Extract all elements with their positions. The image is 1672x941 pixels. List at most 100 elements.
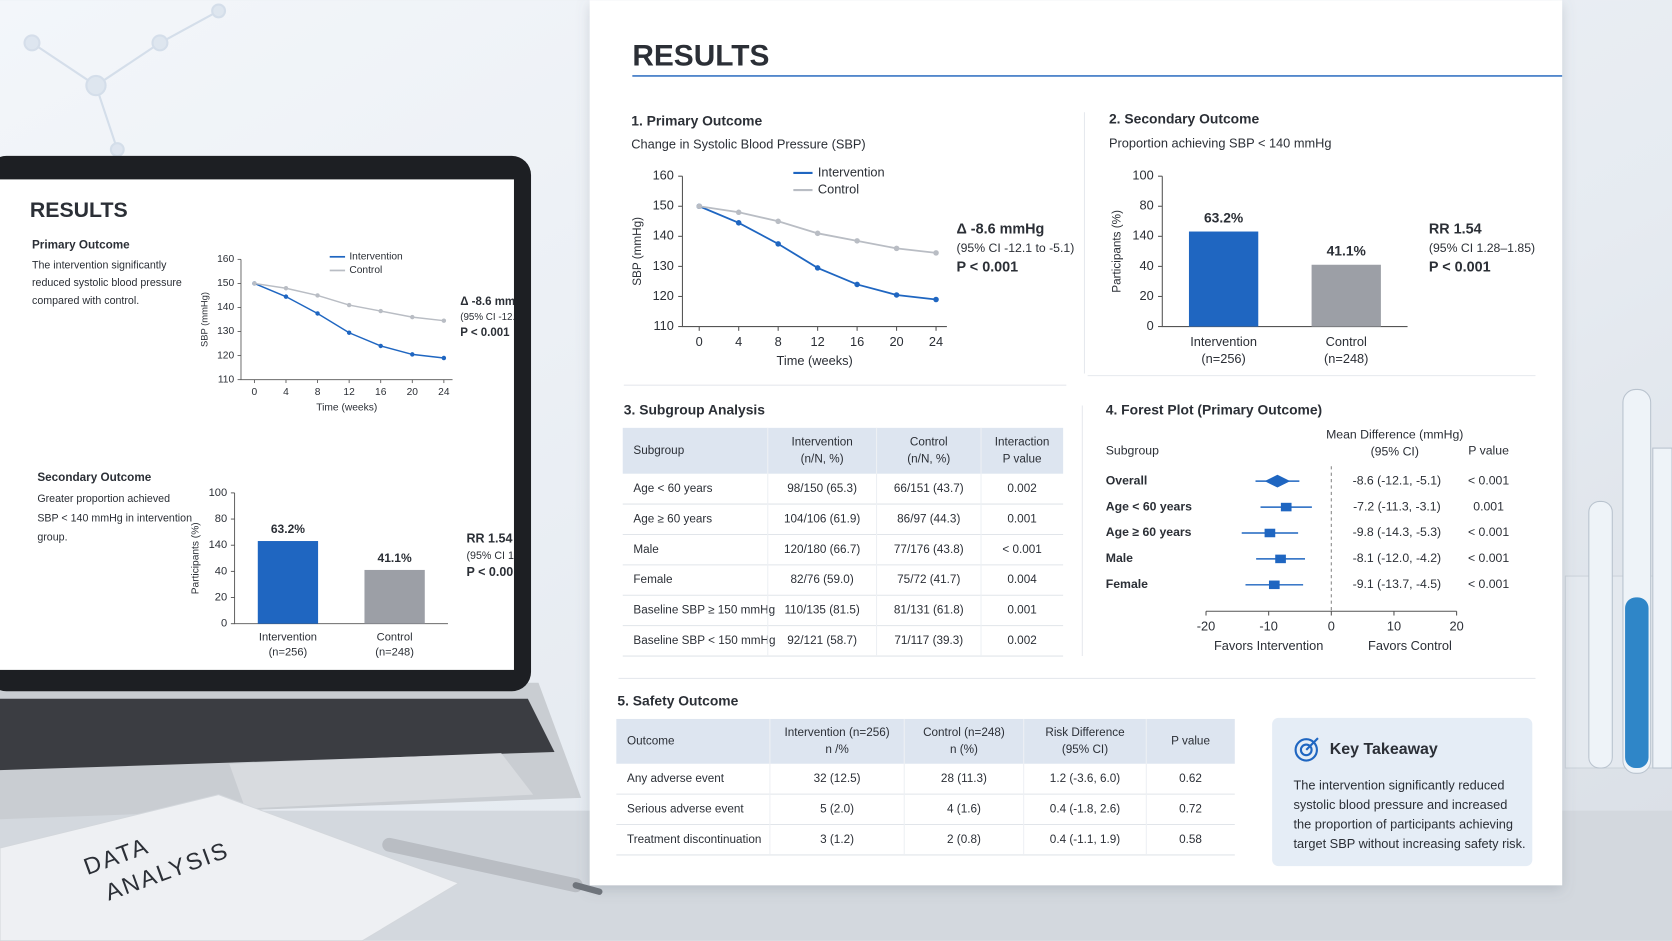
table-cell: 0.58: [1179, 833, 1202, 846]
series-point: [893, 245, 900, 252]
x-tick-label: 24: [929, 334, 943, 349]
series-point: [893, 292, 900, 298]
series-point: [315, 293, 320, 298]
key-takeaway-box: [1272, 717, 1533, 867]
column-header: (95% CI): [1371, 445, 1419, 459]
annotation: (95% CI 1.28–1.85): [467, 550, 559, 562]
x-tick-label: 0: [1328, 619, 1335, 634]
table-cell: Male: [633, 543, 658, 556]
table-title: 3. Subgroup Analysis: [624, 401, 765, 417]
table-cell: 0.002: [1007, 634, 1036, 647]
laptop-screen: [0, 179, 514, 670]
table-cell: 3 (1.2): [820, 833, 854, 846]
table-cell: 0.001: [1007, 512, 1036, 525]
table-cell: Baseline SBP ≥ 150 mmHg: [633, 604, 775, 617]
y-tick-label: 20: [1140, 288, 1154, 303]
header-cell: (n/N, %): [907, 452, 950, 465]
column-header: Subgroup: [1106, 444, 1159, 458]
series-point: [410, 352, 415, 357]
table-cell: Age ≥ 60 years: [633, 512, 712, 525]
y-tick-label: 140: [217, 302, 234, 313]
table-cell: 75/72 (41.7): [897, 573, 960, 586]
x-tick-label: 16: [850, 334, 864, 349]
x-tick-label: 20: [407, 387, 419, 398]
x-tick-label: 8: [315, 387, 321, 398]
trackpad: [229, 753, 534, 809]
header-cell: Outcome: [627, 734, 675, 747]
x-tick-label: 8: [775, 334, 782, 349]
laptop-line-chart: 110 120 130 140 150 160 0 4 8 12 16 20 24 Time (weeks…: [200, 252, 554, 414]
x-axis-label: Time (weeks): [316, 403, 377, 414]
p-value: < 0.001: [1468, 473, 1509, 487]
annotation: P < 0.001: [467, 565, 521, 579]
series-point: [378, 343, 383, 349]
y-tick-label: 160: [217, 254, 234, 265]
y-tick-label: 0: [221, 618, 227, 630]
value-label: 41.1%: [378, 551, 412, 565]
laptop-text: reduced systolic blood pressure: [32, 277, 182, 289]
header-cell: Intervention (n=256): [784, 726, 889, 739]
laptop-screen-content: RESULTS Primary Outcome The intervention s…: [30, 198, 559, 659]
y-axis-label: Participants (%): [1111, 210, 1124, 293]
series-point: [854, 281, 860, 288]
x-tick-label: Intervention: [1190, 334, 1257, 349]
header-cell: Risk Difference: [1045, 726, 1124, 739]
annotation: P < 0.001: [956, 260, 1018, 276]
x-tick-label: -10: [1259, 619, 1277, 634]
series-point: [735, 209, 742, 216]
annotation: (95% CI -12.1 to -5.1): [460, 312, 554, 323]
bar: [364, 569, 425, 624]
header-cell: Subgroup: [633, 444, 684, 457]
table-cell: 0.001: [1007, 604, 1036, 617]
x-axis-label: Favors Intervention: [1214, 638, 1323, 653]
x-tick-label: 0: [252, 387, 258, 398]
table-cell: 0.4 (-1.1, 1.9): [1050, 833, 1120, 846]
laptop-text: Greater proportion achieved: [37, 493, 170, 505]
molecule-decoration: [23, 3, 227, 157]
y-axis-label: SBP (mmHg): [631, 217, 644, 286]
y-tick-label: 120: [217, 350, 234, 361]
table-cell: Any adverse event: [627, 772, 725, 785]
estimate-marker: [1280, 502, 1292, 512]
annotation: RR 1.54: [1429, 221, 1482, 237]
x-tick-label: 20: [1449, 619, 1463, 634]
annotation: RR 1.54: [467, 532, 513, 546]
table-cell: 0.4 (-1.8, 2.6): [1050, 802, 1120, 815]
takeaway-text: systolic blood pressure and increased: [1293, 797, 1507, 812]
table-cell: 0.002: [1007, 482, 1036, 495]
annotation: Δ -8.6 mmHg: [956, 221, 1044, 237]
x-tick-label: 4: [735, 334, 742, 349]
table-cell: 1.2 (-3.6, 6.0): [1050, 772, 1120, 785]
value-label: 63.2%: [271, 522, 305, 536]
series-point: [283, 294, 289, 299]
table-cell: 0.62: [1179, 772, 1202, 785]
header-cell: n (%): [950, 743, 978, 756]
y-tick-label: 130: [217, 326, 234, 337]
header-cell: Control (n=248): [923, 726, 1005, 739]
legend-label: Intervention: [818, 164, 885, 179]
y-tick-label: 140: [1132, 228, 1153, 243]
takeaway-text: the proportion of participants achieving: [1293, 817, 1513, 832]
table: 3. Subgroup Analysis Subgroup Intervention…: [622, 401, 1064, 657]
chart-title: 4. Forest Plot (Primary Outcome): [1106, 401, 1322, 417]
series-point: [854, 238, 860, 244]
series-point: [410, 314, 415, 320]
y-tick-label: 80: [215, 513, 227, 525]
laptop-bar-chart: 0 20 40 140 80 100 Participants (%) 63.2% Interv…: [190, 487, 559, 659]
series-point: [378, 308, 383, 314]
annotation: Δ -8.6 mmHg: [460, 296, 530, 308]
x-tick-label: 4: [283, 387, 289, 398]
y-tick-label: 40: [1140, 258, 1154, 273]
subgroup-label: Age < 60 years: [1106, 499, 1192, 513]
table-title: 5. Safety Outcome: [617, 693, 738, 709]
table-cell: Female: [633, 573, 672, 586]
legend-label: Intervention: [349, 252, 403, 263]
table-cell: 110/135 (81.5): [784, 604, 859, 617]
laptop-text: The intervention significantly: [32, 260, 167, 272]
header-cell: Intervention: [792, 435, 853, 448]
x-tick-label: 12: [811, 334, 825, 349]
y-tick-label: 130: [653, 258, 674, 273]
takeaway-text: target SBP without increasing safety ris…: [1293, 836, 1525, 851]
table-cell: 66/151 (43.7): [894, 482, 964, 495]
table-cell: 28 (11.3): [941, 772, 987, 785]
